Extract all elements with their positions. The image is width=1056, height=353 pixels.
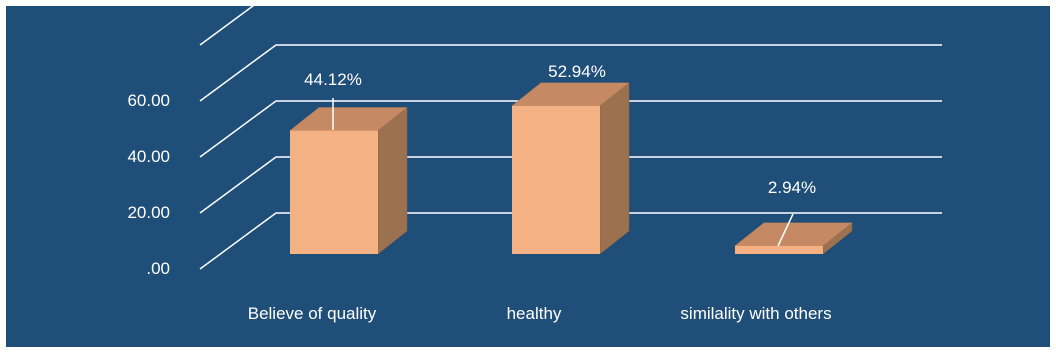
data-label-leader xyxy=(777,213,794,247)
gridline xyxy=(199,100,942,158)
bar-side-face xyxy=(599,82,630,255)
bar xyxy=(511,82,630,255)
x-axis-categories: Believe of quality healthy similality with… xyxy=(248,304,832,323)
bar-side-face xyxy=(377,106,408,255)
data-label: 2.94% xyxy=(768,178,816,197)
y-tick-label: 60.00 xyxy=(127,91,170,110)
bar-front-face xyxy=(735,245,823,254)
gridlines xyxy=(199,0,942,270)
gridline xyxy=(199,0,263,46)
category-label: Believe of quality xyxy=(248,304,377,323)
category-label: similality with others xyxy=(680,304,831,323)
data-labels: 44.12% 52.94% 2.94% xyxy=(304,62,816,247)
y-tick-label: 40.00 xyxy=(127,147,170,166)
data-label: 44.12% xyxy=(304,70,362,89)
y-axis-ticks: .00 20.00 40.00 60.00 xyxy=(127,91,170,278)
chart-area: .00 20.00 40.00 60.00 44.12% 52.94% 2.94% Bel… xyxy=(6,0,1050,347)
y-tick-label: 20.00 xyxy=(127,203,170,222)
bar-front-face xyxy=(512,105,600,254)
bar xyxy=(289,106,408,255)
bar-front-face xyxy=(290,130,378,254)
bar xyxy=(734,222,853,255)
bars xyxy=(289,82,853,255)
gridline xyxy=(199,156,942,214)
y-tick-label: .00 xyxy=(146,259,170,278)
data-label: 52.94% xyxy=(548,62,606,81)
gridline xyxy=(199,212,942,270)
gridline xyxy=(199,44,942,102)
category-label: healthy xyxy=(507,304,562,323)
